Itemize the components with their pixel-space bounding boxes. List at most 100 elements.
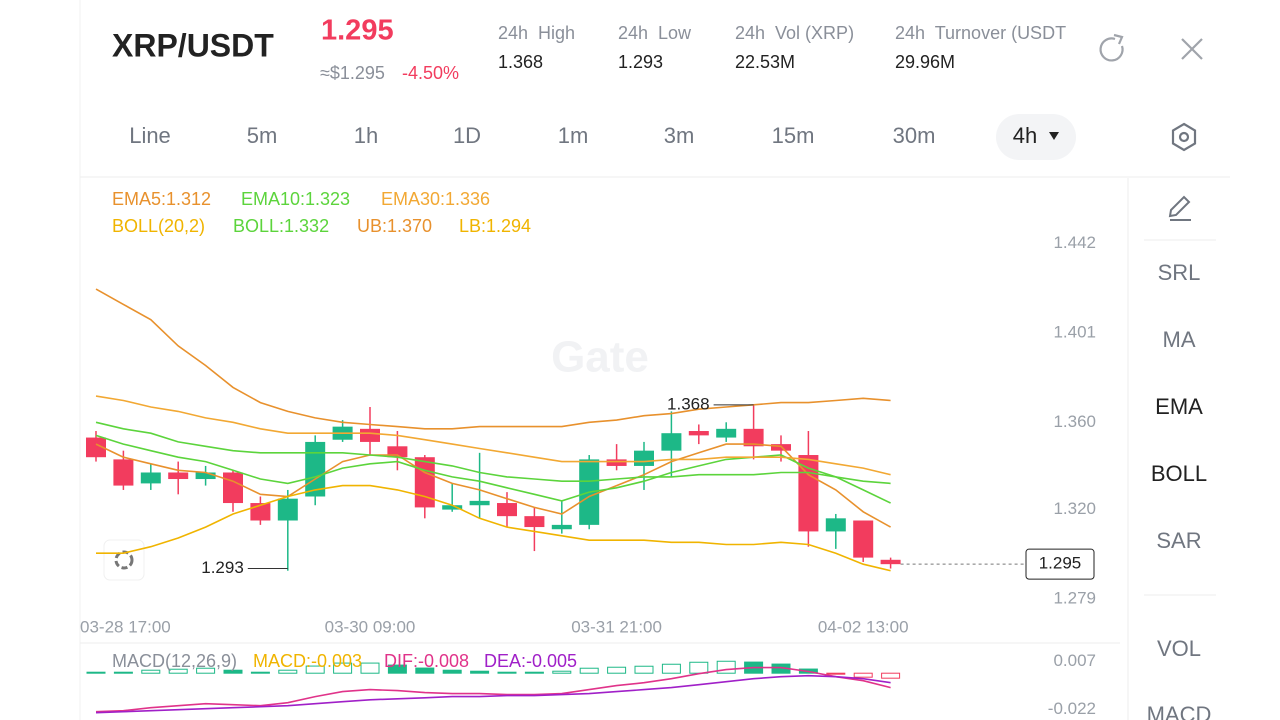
drawing-tool-icon[interactable] [103, 539, 145, 581]
macd-bar [826, 672, 846, 675]
candle-body [277, 498, 298, 521]
side-item[interactable]: VOL [1157, 636, 1201, 661]
candle-body [223, 472, 243, 504]
y-tick-label: 1.442 [1053, 233, 1096, 252]
tab[interactable]: 30m [893, 123, 936, 148]
y-tick-label: 1.401 [1053, 322, 1096, 341]
candle-body [86, 437, 106, 458]
y-tick-label: 0.007 [1053, 651, 1096, 670]
tab[interactable]: 3m [664, 123, 695, 148]
macd-bar [141, 669, 161, 674]
macd-chart: -0.022 0.007 MACD(12,26,9) MACD:-0.003 DIF:-… [86, 651, 1096, 718]
legend-entry: DIF:-0.008 [384, 651, 469, 671]
pair: XRP/USDT [112, 27, 274, 63]
candle-body [825, 518, 846, 532]
macd-bar [223, 669, 243, 674]
side-item[interactable]: MA [1163, 327, 1196, 352]
macd-bar [333, 662, 353, 674]
stat-label: 24h Low [618, 23, 692, 43]
low-label: 1.293 [201, 558, 244, 577]
price: 1.295 [321, 15, 394, 47]
settings-icon[interactable] [1171, 122, 1197, 152]
active-tab-bg [996, 114, 1076, 160]
legend-entry: LB:1.294 [459, 216, 531, 236]
side-item[interactable]: EMA [1155, 394, 1203, 419]
indicator-line [95, 421, 891, 485]
tab[interactable]: 1m [558, 123, 589, 148]
candle-body [716, 428, 737, 438]
candle-body [360, 428, 380, 442]
macd-bar [579, 667, 599, 674]
pencil-icon[interactable] [1168, 195, 1191, 221]
candle-body [853, 520, 874, 558]
stat-value: 1.293 [618, 52, 663, 72]
macd-title: MACD(12,26,9) [112, 651, 237, 671]
x-tick-label: 03-31 21:00 [571, 617, 662, 636]
macd-bar [387, 664, 407, 674]
side-item[interactable]: SRL [1158, 260, 1201, 285]
candle-body [469, 500, 490, 506]
macd-bar [524, 671, 544, 674]
y-tick-label: 1.360 [1053, 412, 1096, 431]
close-icon[interactable] [1181, 38, 1203, 60]
x-tick-label: 03-28 17:00 [80, 617, 171, 636]
macd-bar [168, 668, 188, 674]
tab[interactable]: 15m [772, 123, 815, 148]
legend-entry: EMA5:1.312 [112, 189, 211, 209]
indicator-line [95, 395, 891, 476]
macd-bar [415, 667, 435, 674]
tab[interactable]: 5m [247, 123, 278, 148]
candle-body [743, 428, 764, 447]
stat-value: 22.53M [735, 52, 795, 72]
indicator-line [95, 666, 891, 713]
indicator-line [95, 443, 891, 528]
last-price-box [1025, 548, 1095, 580]
macd-bar [442, 669, 462, 674]
side-menu: SRL MA EMA BOLL SAR VOL MACD [1147, 260, 1212, 720]
tab[interactable]: Line [129, 123, 171, 148]
macd-bar [86, 671, 106, 674]
refresh-icon[interactable] [1099, 33, 1124, 62]
legend-entry: BOLL:1.332 [233, 216, 329, 236]
y-tick-label: 1.279 [1053, 589, 1096, 608]
candle-body [524, 516, 545, 528]
side-item[interactable]: SAR [1156, 528, 1201, 553]
macd-bar [552, 670, 572, 674]
candle-body [168, 472, 189, 480]
side-item[interactable]: MACD [1147, 702, 1212, 720]
macd-bar [661, 663, 681, 674]
tab[interactable]: 1h [354, 123, 378, 148]
change: -4.50% [402, 63, 459, 83]
macd-bar [250, 671, 270, 674]
indicator-line [95, 674, 891, 714]
macd-bar [305, 665, 325, 674]
legend-entry: BOLL(20,2) [112, 216, 205, 236]
macd-bar [634, 665, 654, 674]
macd-bar [278, 669, 298, 674]
candle-body [661, 433, 682, 451]
legend-entry: DEA:-0.005 [484, 651, 577, 671]
legend-entry: EMA30:1.336 [381, 189, 490, 209]
candle-body [634, 450, 654, 466]
stat-value: 1.368 [498, 52, 543, 72]
y-tick-label: -0.022 [1048, 699, 1096, 718]
legend-entry: MACD:-0.003 [253, 651, 362, 671]
candle-body [798, 455, 819, 532]
watermark: Gate [551, 333, 649, 382]
macd-bar [113, 671, 133, 674]
macd-bar [196, 667, 216, 674]
tab[interactable]: 4h [1013, 123, 1037, 148]
candle-body [551, 524, 572, 530]
high-label: 1.368 [667, 394, 710, 413]
last-price-label: 1.295 [1039, 554, 1082, 573]
macd-bar [689, 661, 709, 674]
stat-value: 29.96M [895, 52, 955, 72]
candle-body [606, 459, 627, 466]
candle-body [195, 472, 216, 480]
candle-body [497, 503, 517, 517]
macd-bar [716, 660, 736, 674]
side-item[interactable]: BOLL [1151, 461, 1207, 486]
legend-entry: EMA10:1.323 [241, 189, 350, 209]
tab[interactable]: 1D [453, 123, 481, 148]
